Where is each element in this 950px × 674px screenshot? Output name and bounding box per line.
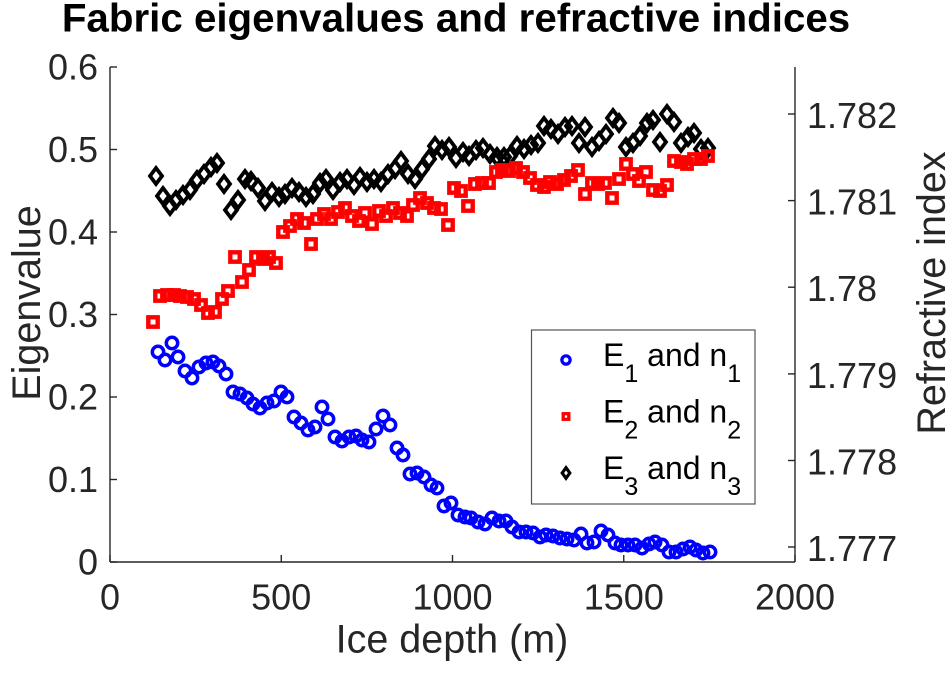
svg-text:Fabric eigenvalues and refract: Fabric eigenvalues and refractive indice… (62, 0, 850, 41)
svg-text:1.778: 1.778 (807, 442, 897, 483)
svg-text:0.6: 0.6 (48, 47, 98, 88)
svg-text:2000: 2000 (755, 577, 835, 618)
svg-text:0.1: 0.1 (48, 459, 98, 500)
svg-text:1500: 1500 (584, 577, 664, 618)
svg-text:1.78: 1.78 (807, 268, 877, 309)
svg-text:0.2: 0.2 (48, 377, 98, 418)
svg-text:0.5: 0.5 (48, 129, 98, 170)
svg-text:Eigenvalue: Eigenvalue (5, 205, 49, 400)
svg-text:0.3: 0.3 (48, 294, 98, 335)
svg-text:1000: 1000 (412, 577, 492, 618)
svg-text:1.779: 1.779 (807, 355, 897, 396)
svg-text:1.782: 1.782 (807, 95, 897, 136)
svg-text:1.777: 1.777 (807, 528, 897, 569)
svg-text:0: 0 (78, 542, 98, 583)
svg-text:0: 0 (100, 577, 120, 618)
svg-text:Refractive index: Refractive index (910, 151, 950, 434)
svg-text:Ice depth (m): Ice depth (m) (336, 618, 569, 662)
svg-text:1.781: 1.781 (807, 182, 897, 223)
svg-text:0.4: 0.4 (48, 212, 98, 253)
svg-text:500: 500 (251, 577, 311, 618)
